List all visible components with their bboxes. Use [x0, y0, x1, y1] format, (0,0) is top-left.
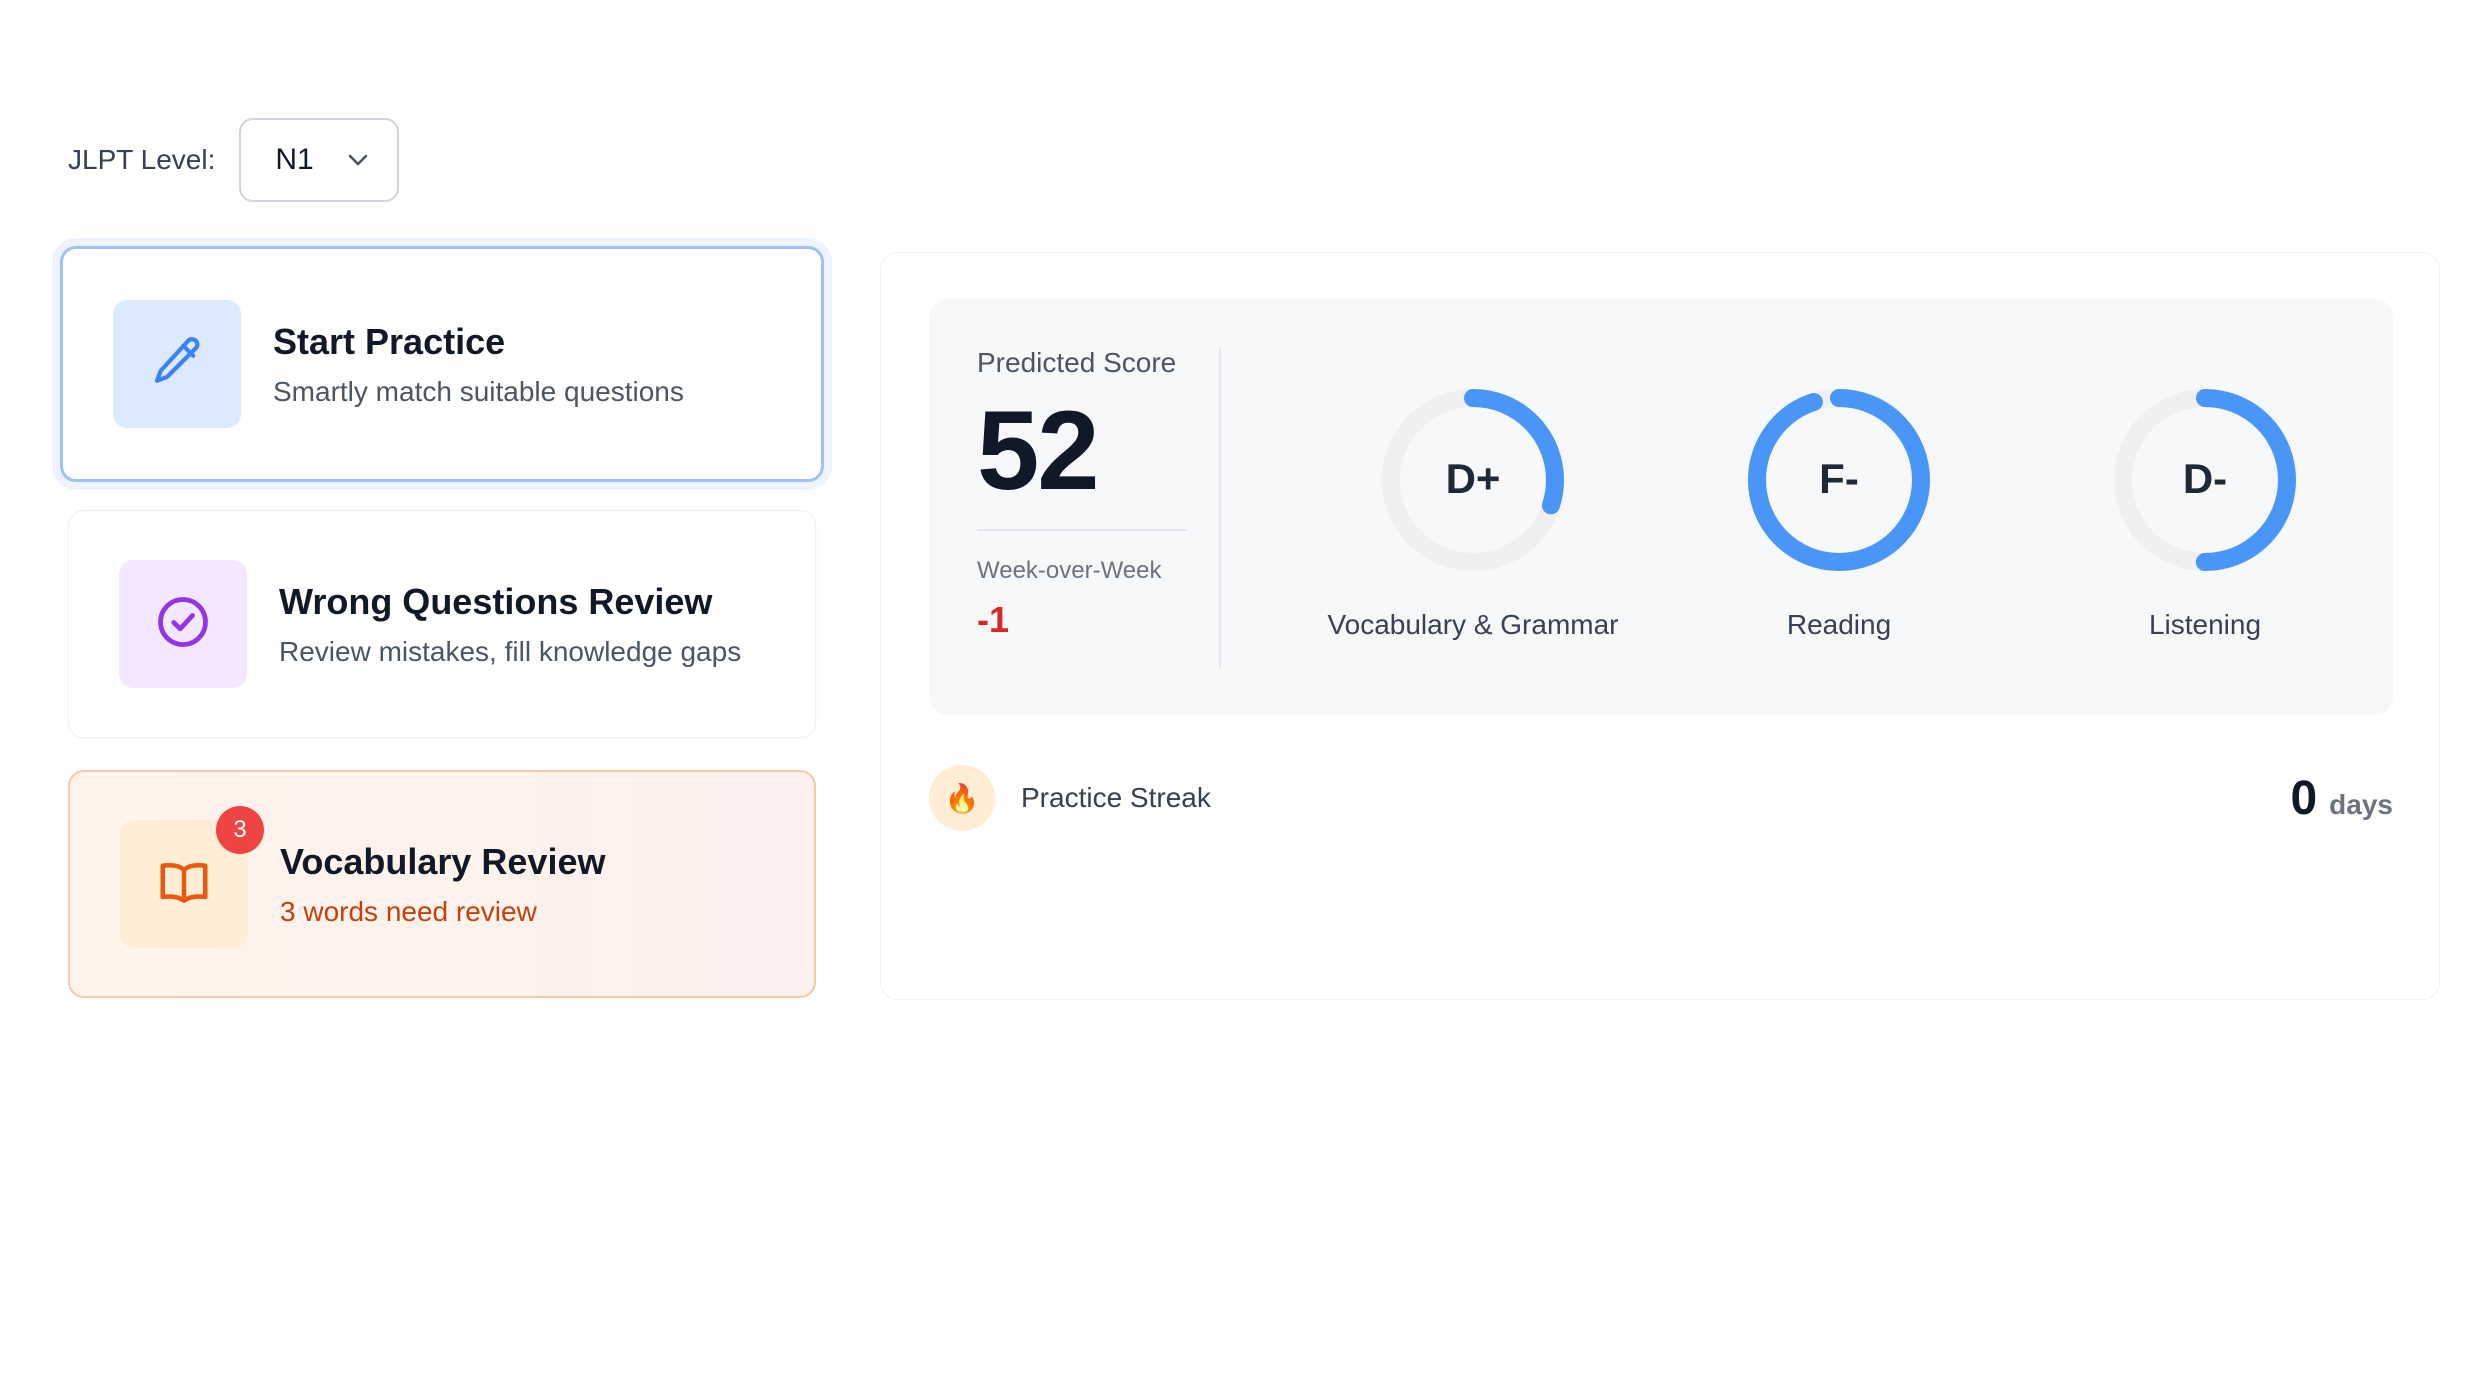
- level-selector-row: JLPT Level: N1: [68, 118, 400, 202]
- flame-icon: 🔥: [929, 765, 995, 831]
- gauge-label: Reading: [1786, 609, 1892, 640]
- practice-streak-label: Practice Streak: [1021, 782, 1211, 813]
- gauge-vocabulary-grammar: D+ Vocabulary & Grammar: [1263, 385, 1683, 641]
- vocabulary-review-subtitle: 3 words need review: [280, 896, 537, 927]
- level-select[interactable]: N1: [239, 118, 400, 202]
- wrong-questions-icon-box: [119, 560, 247, 688]
- vertical-divider: [1219, 349, 1221, 667]
- gauge-label: Listening: [2148, 609, 2262, 640]
- streak-days-number: 0: [2290, 771, 2318, 825]
- gauge-grade: D+: [1446, 455, 1501, 502]
- gauge-grade: F-: [1819, 455, 1859, 502]
- predicted-score-value: 52: [977, 388, 1100, 513]
- chevron-down-icon: [347, 153, 369, 167]
- practice-streak-value: 0 days: [2290, 771, 2393, 826]
- gauge-listening: D- Listening: [1995, 385, 2415, 641]
- divider: [977, 529, 1187, 531]
- start-practice-title: Start Practice: [273, 321, 506, 362]
- book-icon: [154, 852, 214, 917]
- start-practice-icon-box: [113, 300, 241, 428]
- predicted-score-label: Predicted Score: [977, 347, 1177, 378]
- week-over-week-label: Week-over-Week: [977, 557, 1162, 584]
- gauge-ring: D-: [2114, 389, 2296, 571]
- gauge-ring: D+: [1382, 389, 1564, 571]
- level-value: N1: [275, 143, 314, 176]
- predicted-score: Predicted Score 52 Week-over-Week -1: [977, 347, 1189, 641]
- streak-days-unit: days: [2329, 788, 2393, 820]
- vocabulary-review-title: Vocabulary Review: [280, 841, 606, 882]
- gauge-arc: [1748, 389, 1930, 571]
- wrong-questions-subtitle: Review mistakes, fill knowledge gaps: [279, 636, 742, 667]
- week-over-week-value: -1: [977, 599, 1010, 640]
- score-box: Predicted Score 52 Week-over-Week -1 D+ …: [929, 299, 2393, 715]
- gauge-grade: D-: [2183, 455, 2227, 502]
- practice-streak-row: 🔥 Practice Streak 0 days: [929, 763, 2393, 833]
- pencil-icon: [147, 332, 207, 397]
- gauge-arc: [2114, 389, 2296, 571]
- wrong-questions-title: Wrong Questions Review: [279, 581, 713, 622]
- vocabulary-icon-box: 3: [120, 806, 264, 948]
- gauge-ring: F-: [1748, 389, 1930, 571]
- start-practice-card[interactable]: Start Practice Smartly match suitable qu…: [60, 246, 824, 482]
- vocabulary-review-card[interactable]: 3 Vocabulary Review 3 words need review: [68, 770, 816, 998]
- gauge-reading: F- Reading: [1629, 385, 2049, 641]
- wrong-questions-card[interactable]: Wrong Questions Review Review mistakes, …: [68, 510, 816, 738]
- stats-panel: Predicted Score 52 Week-over-Week -1 D+ …: [880, 252, 2440, 1000]
- level-label: JLPT Level:: [68, 144, 216, 175]
- vocabulary-count-badge: 3: [216, 806, 264, 854]
- check-circle-icon: [153, 592, 213, 657]
- gauge-label: Vocabulary & Grammar: [1327, 609, 1619, 640]
- gauge-arc: [1382, 389, 1564, 571]
- start-practice-subtitle: Smartly match suitable questions: [273, 376, 684, 407]
